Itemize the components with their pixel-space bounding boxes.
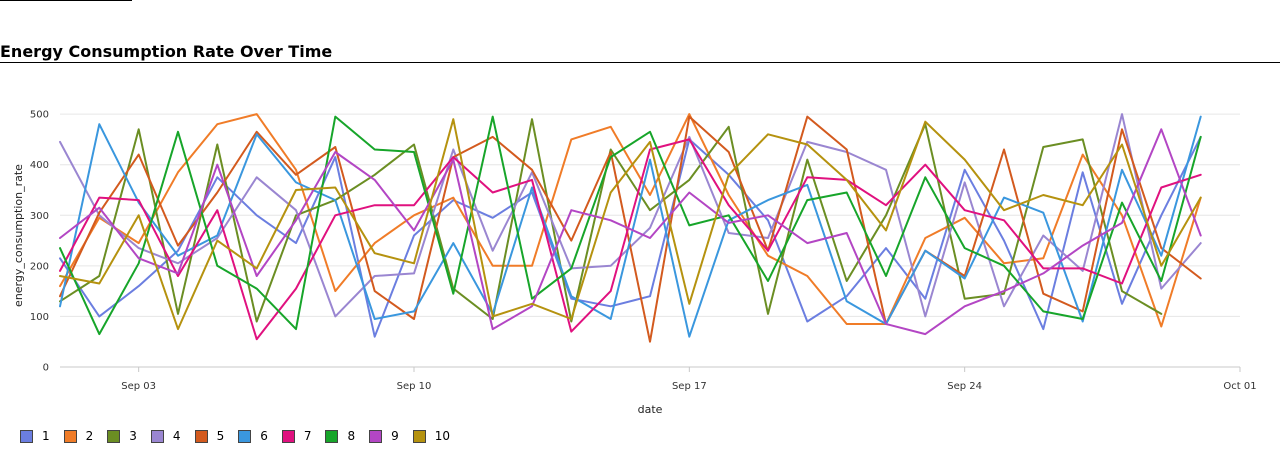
y-axis-label: energy_consumption_rate — [12, 164, 25, 307]
legend-item-6[interactable]: 6 — [238, 429, 268, 443]
series-line-8 — [59, 115, 1202, 336]
legend-swatch — [107, 429, 121, 443]
x-axis-label: date — [638, 403, 663, 416]
x-tick-label: Sep 17 — [672, 381, 707, 392]
legend-label: 2 — [85, 429, 94, 443]
legend-label: 10 — [434, 429, 451, 443]
series-line-7 — [59, 138, 1202, 341]
legend-swatch — [238, 429, 252, 443]
legend-swatch — [20, 429, 33, 443]
legend-item-2[interactable]: 2 — [63, 429, 94, 443]
y-tick-label: 400 — [30, 160, 49, 171]
legend-swatch — [369, 429, 383, 443]
y-tick-label: 500 — [30, 110, 49, 121]
legend-label: 4 — [172, 429, 181, 443]
legend-swatch — [325, 429, 339, 443]
legend-label: 5 — [216, 429, 225, 443]
legend-swatch — [194, 429, 208, 443]
series-line-9 — [59, 128, 1202, 336]
legend-item-7[interactable]: 7 — [281, 429, 312, 443]
series-line-3 — [59, 118, 1163, 323]
x-tick-label: Oct 01 — [1223, 381, 1256, 392]
legend-item-1[interactable]: 1 — [20, 429, 50, 443]
chart-legend: 1 2 3 4 5 6 7 8 9 10 — [20, 429, 464, 443]
legend-label: 3 — [129, 429, 137, 443]
x-tick-label: Sep 03 — [121, 381, 156, 392]
legend-swatch — [150, 429, 164, 443]
legend-label: 9 — [391, 429, 399, 443]
legend-label: 8 — [347, 429, 356, 443]
header-divider — [0, 0, 132, 1]
legend-item-3[interactable]: 3 — [107, 429, 137, 443]
series-line-10 — [59, 118, 1202, 331]
legend-item-10[interactable]: 10 — [412, 429, 451, 443]
series-line-5 — [59, 115, 1202, 343]
legend-label: 1 — [42, 429, 50, 443]
legend-label: 6 — [260, 429, 268, 443]
title-divider — [0, 62, 1280, 63]
legend-swatch — [412, 429, 426, 443]
legend-swatch — [63, 429, 77, 443]
series-line-1 — [59, 135, 1202, 338]
y-tick-label: 200 — [30, 261, 49, 272]
legend-swatch — [281, 429, 295, 443]
y-tick-label: 0 — [43, 363, 49, 374]
x-tick-label: Sep 10 — [397, 381, 432, 392]
y-tick-label: 300 — [30, 211, 49, 222]
series-line-6 — [59, 115, 1202, 338]
legend-item-9[interactable]: 9 — [369, 429, 399, 443]
legend-item-8[interactable]: 8 — [325, 429, 355, 443]
series-line-2 — [59, 113, 1202, 328]
y-tick-label: 100 — [30, 312, 49, 323]
chart-title: Energy Consumption Rate Over Time — [0, 42, 333, 61]
legend-item-5[interactable]: 5 — [194, 429, 225, 443]
legend-label: 7 — [303, 429, 312, 443]
x-tick-label: Sep 24 — [947, 381, 982, 392]
legend-item-4[interactable]: 4 — [150, 429, 181, 443]
